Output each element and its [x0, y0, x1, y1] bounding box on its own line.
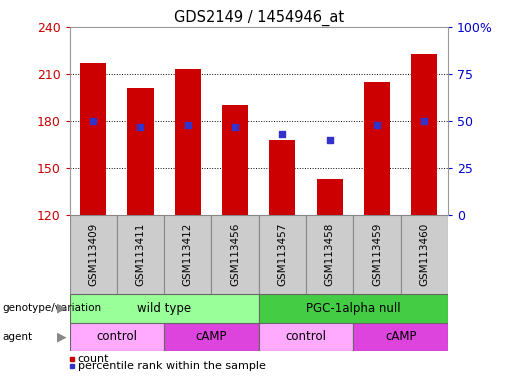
Bar [212, 215, 259, 294]
Text: cAMP: cAMP [385, 331, 417, 343]
Text: GSM113458: GSM113458 [325, 223, 335, 286]
Point [231, 124, 239, 130]
Text: PGC-1alpha null: PGC-1alpha null [306, 302, 401, 314]
Bar [353, 323, 448, 351]
Bar [70, 323, 164, 351]
Text: GSM113456: GSM113456 [230, 223, 240, 286]
Text: percentile rank within the sample: percentile rank within the sample [78, 361, 266, 371]
Point [89, 118, 97, 124]
Title: GDS2149 / 1454946_at: GDS2149 / 1454946_at [174, 9, 344, 25]
Bar [164, 215, 212, 294]
Text: genotype/variation: genotype/variation [3, 303, 101, 313]
Bar [80, 63, 106, 215]
Bar [70, 215, 117, 294]
Bar [259, 294, 448, 323]
Text: ▶: ▶ [57, 302, 67, 314]
Bar [353, 215, 401, 294]
Text: GSM113412: GSM113412 [183, 223, 193, 286]
Bar [128, 88, 153, 215]
Point [373, 122, 381, 128]
Bar [222, 105, 248, 215]
Point [325, 137, 334, 143]
Text: GSM113459: GSM113459 [372, 223, 382, 286]
Point [420, 118, 428, 124]
Text: GSM113457: GSM113457 [278, 223, 287, 286]
Bar [364, 82, 390, 215]
Bar [259, 323, 353, 351]
Bar [70, 294, 259, 323]
Text: control: control [96, 331, 138, 343]
Bar [164, 323, 259, 351]
Text: cAMP: cAMP [196, 331, 227, 343]
Point [184, 122, 192, 128]
Bar [175, 69, 201, 215]
Bar [259, 215, 306, 294]
Point [136, 124, 145, 130]
Bar [411, 53, 437, 215]
Bar [401, 215, 448, 294]
Text: wild type: wild type [137, 302, 191, 314]
Bar [306, 215, 353, 294]
Text: GSM113409: GSM113409 [88, 223, 98, 286]
Text: count: count [78, 354, 109, 364]
Text: GSM113460: GSM113460 [419, 223, 430, 286]
Text: GSM113411: GSM113411 [135, 223, 146, 286]
Text: ▶: ▶ [57, 331, 67, 343]
Text: agent: agent [3, 332, 32, 342]
Bar [117, 215, 164, 294]
Point [278, 131, 286, 137]
Bar [269, 140, 296, 215]
Bar [317, 179, 343, 215]
Text: control: control [286, 331, 327, 343]
